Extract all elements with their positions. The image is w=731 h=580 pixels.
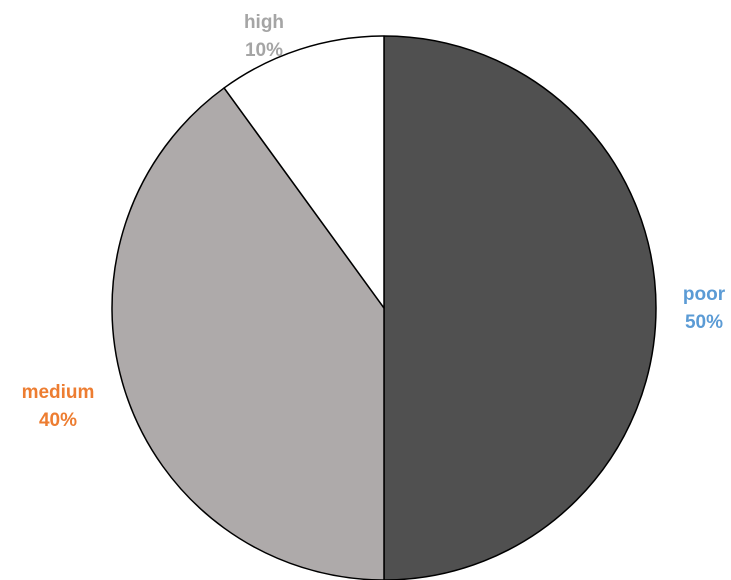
pie-slice-poor [383,35,657,580]
pie-slice-high [223,35,385,309]
data-label-value-medium: 40% [39,410,77,431]
data-label-medium: medium 40% [22,382,95,431]
data-label-poor: poor 50% [683,284,726,333]
data-label-category-high: high [244,12,284,33]
data-label-category-poor: poor [683,284,726,305]
data-label-value-high: 10% [245,40,283,61]
pie-slices [111,35,657,580]
data-label-category-medium: medium [22,382,95,403]
pie-slice-medium [111,87,385,580]
data-label-high: high 10% [244,12,284,61]
data-label-value-poor: 50% [685,312,723,333]
pie-labels: poor 50% medium 40% high 10% [22,12,726,431]
